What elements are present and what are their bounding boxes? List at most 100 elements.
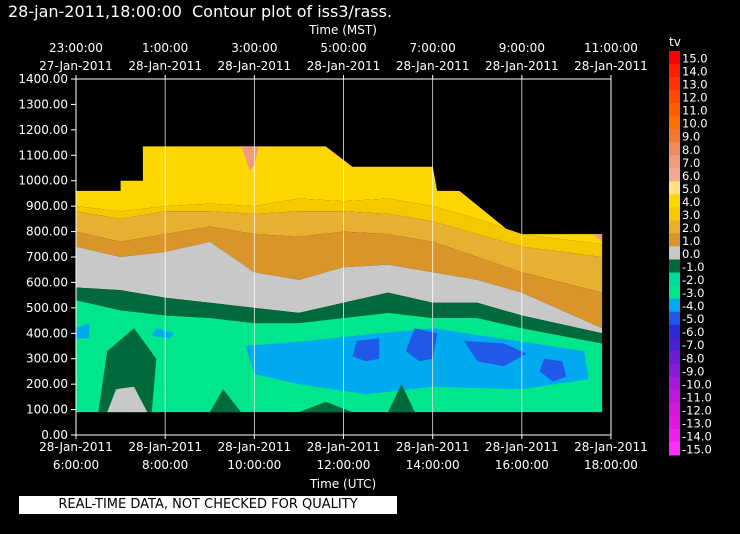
colorbar-swatch (669, 168, 680, 182)
colorbar-swatch (669, 428, 680, 443)
top-tick-date: 28-Jan-2011 (485, 59, 559, 73)
contour-patch (298, 401, 353, 413)
y-tick-label: 100.00 (26, 403, 68, 417)
colorbar-level-label: 1.0 (682, 234, 700, 248)
colorbar-level-label: -6.0 (682, 325, 704, 339)
bottom-tick-date: 28-Jan-2011 (39, 440, 113, 454)
colorbar-swatch (669, 402, 680, 417)
top-tick-date: 28-Jan-2011 (128, 59, 202, 73)
top-tick-date: 28-Jan-2011 (218, 59, 292, 73)
colorbar-level-label: -5.0 (682, 312, 704, 326)
top-tick-time: 9:00:00 (499, 41, 545, 55)
colorbar-level-label: 3.0 (682, 208, 700, 222)
colorbar-level-label: 11.0 (682, 104, 708, 118)
top-tick-date: 28-Jan-2011 (396, 59, 470, 73)
contour-patch (463, 340, 527, 367)
colorbar-level-label: 9.0 (682, 130, 700, 144)
y-tick-label: 1200.00 (18, 123, 68, 137)
colorbar-level-label: -12.0 (682, 403, 712, 417)
colorbar-level-label: 5.0 (682, 182, 700, 196)
bottom-tick-date: 28-Jan-2011 (128, 440, 202, 454)
colorbar-swatch (669, 259, 680, 274)
colorbar-level-label: 13.0 (682, 78, 708, 92)
contour-patch (76, 323, 90, 339)
plot-timestamp: 28-jan-2011,18:00:00 (8, 2, 182, 21)
colorbar-level-label: -10.0 (682, 377, 712, 391)
bottom-tick-time: 18:00:00 (584, 458, 638, 472)
colorbar-level-label: -14.0 (682, 429, 712, 443)
colorbar-swatch (669, 194, 680, 208)
contour-patch (352, 338, 380, 362)
colorbar-level-label: -13.0 (682, 416, 712, 430)
colorbar-level-label: -3.0 (682, 286, 704, 300)
bottom-axis-ticks: 28-Jan-2011 6:00:00 28-Jan-2011 8:00:00 28-J… (39, 435, 648, 472)
contour-patch (209, 389, 241, 413)
top-tick-time: 23:00:00 (49, 41, 103, 55)
top-tick-time: 3:00:00 (231, 41, 277, 55)
top-tick-time: 5:00:00 (320, 41, 366, 55)
y-tick-label: 1300.00 (18, 97, 68, 111)
bottom-tick-date: 28-Jan-2011 (218, 440, 292, 454)
colorbar-level-label: -4.0 (682, 299, 704, 313)
colorbar-swatch (669, 103, 680, 117)
contour-patch (107, 386, 148, 413)
top-axis-ticks: 23:00:00 27-Jan-2011 1:00:00 28-Jan-2011 3:0… (39, 41, 648, 79)
contour-band (76, 226, 603, 329)
contour-band (76, 241, 603, 334)
vertical-grid (164, 79, 523, 435)
colorbar-level-label: -15.0 (682, 443, 712, 457)
top-tick-date: 28-Jan-2011 (574, 59, 648, 73)
colorbar-swatch (669, 415, 680, 430)
bottom-tick-date: 28-Jan-2011 (396, 440, 470, 454)
bottom-tick-date: 28-Jan-2011 (485, 440, 559, 454)
top-tick-date: 27-Jan-2011 (39, 59, 113, 73)
colorbar-level-label: 12.0 (682, 91, 708, 105)
colorbar-swatch (669, 220, 680, 234)
colorbar-swatch (669, 181, 680, 195)
colorbar-swatch (669, 207, 680, 221)
contour-patches (76, 146, 603, 413)
colorbar-swatch (669, 233, 680, 247)
colorbar-level-label: 7.0 (682, 156, 700, 170)
y-tick-label: 1400.00 (18, 72, 68, 86)
contour-patch (388, 384, 415, 413)
colorbar-swatch (669, 285, 680, 300)
bottom-tick-time: 14:00:00 (406, 458, 460, 472)
colorbar-swatch (669, 90, 680, 104)
colorbar-swatch (669, 272, 680, 287)
colorbar-level-label: -2.0 (682, 273, 704, 287)
contour-patch (98, 328, 157, 413)
colorbar-swatch (669, 389, 680, 404)
y-tick-label: 900.00 (26, 199, 68, 213)
y-axis-ticks: 0.00 100.00 200.00 300.00 400.00 500.00 600.00… (18, 72, 76, 442)
quality-warning-banner: REAL-TIME DATA, NOT CHECKED FOR QUALITY (19, 496, 397, 514)
colorbar-level-label: -1.0 (682, 260, 704, 274)
bottom-tick-time: 8:00:00 (142, 458, 188, 472)
colorbar-swatch (669, 311, 680, 326)
y-tick-label: 200.00 (26, 377, 68, 391)
colorbar-level-label: 15.0 (682, 52, 708, 66)
colorbar-swatch (669, 155, 680, 169)
top-tick-time: 11:00:00 (584, 41, 638, 55)
bottom-tick-time: 12:00:00 (317, 458, 371, 472)
colorbar-swatch (669, 51, 680, 65)
contour-patch (539, 358, 567, 382)
colorbar-level-label: -8.0 (682, 351, 704, 365)
bottom-tick-date: 28-Jan-2011 (574, 440, 648, 454)
y-tick-label: 400.00 (26, 326, 68, 340)
colorbar-level-label: 0.0 (682, 247, 700, 261)
colorbar-level-label: 8.0 (682, 143, 700, 157)
contour-band (76, 211, 603, 293)
colorbar-level-label: 2.0 (682, 221, 700, 235)
colorbar-swatch (669, 246, 680, 261)
colorbar-swatch (669, 64, 680, 78)
top-tick-time: 1:00:00 (142, 41, 188, 55)
colorbar-swatch (669, 376, 680, 391)
bottom-tick-time: 16:00:00 (495, 458, 549, 472)
colorbar-level-label: -9.0 (682, 364, 704, 378)
y-tick-label: 1000.00 (18, 174, 68, 188)
colorbar-swatch (669, 116, 680, 130)
colorbar-swatch (669, 363, 680, 378)
